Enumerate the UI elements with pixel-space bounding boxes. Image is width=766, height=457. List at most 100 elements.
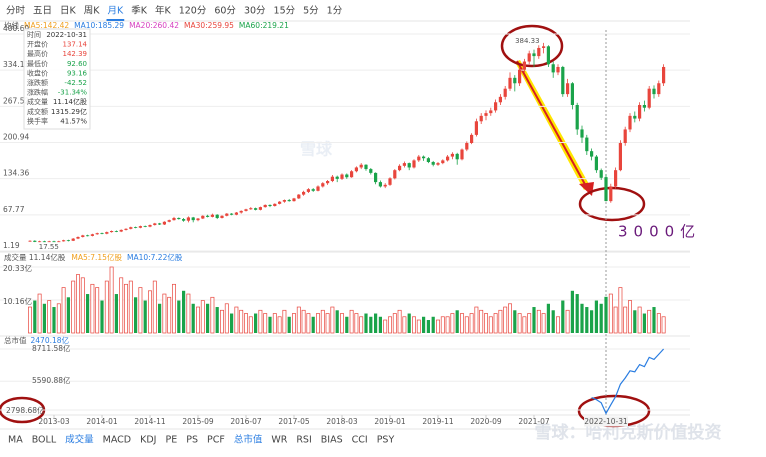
candle-body (647, 88, 651, 108)
volume-bar (272, 313, 277, 334)
candle-body (494, 102, 498, 111)
tooltip-label: 最高价 (27, 49, 48, 58)
indicator-tab[interactable]: MA (8, 435, 23, 446)
tooltip-value: 2022-10-31 (46, 31, 87, 39)
volume-bar (422, 316, 426, 333)
candle-body (186, 217, 190, 221)
volume-bar (618, 287, 623, 334)
volume-bar (172, 283, 176, 334)
volume-bar (661, 316, 666, 334)
indicator-tab[interactable]: CCI (352, 435, 368, 446)
volume-bar (340, 313, 344, 334)
candle-body (206, 215, 210, 217)
timeframe-tab[interactable]: 5分 (303, 6, 319, 17)
timeframe-tab[interactable]: 月K (108, 6, 125, 17)
y-tick-label: 334.11 (3, 60, 29, 69)
candle-body (446, 156, 450, 161)
candle-body (465, 143, 469, 150)
candle-body (340, 174, 344, 179)
y-tick-label: 400.69 (3, 24, 29, 33)
indicator-tab[interactable]: PCF (207, 435, 225, 446)
candle-body (138, 226, 142, 228)
volume-bar (522, 316, 527, 334)
volume-bar (628, 300, 632, 334)
candle-body (167, 220, 171, 222)
candle-body (201, 215, 205, 219)
candle-body (623, 129, 627, 144)
indicator-tab[interactable]: 成交量 (65, 434, 94, 446)
candle-body (345, 174, 349, 178)
timeframe-tab[interactable]: 年K (155, 5, 172, 17)
indicator-tab[interactable]: BOLL (32, 435, 57, 446)
candle-body (450, 153, 454, 157)
panel-title: 成交量 11.14亿股 (4, 252, 66, 262)
candle-body (590, 151, 594, 157)
candle-body (215, 214, 219, 218)
candle-body (105, 232, 109, 234)
volume-bar (162, 293, 167, 334)
candle-body (412, 160, 416, 168)
indicator-tab[interactable]: MACD (103, 435, 131, 446)
timeframe-tab[interactable]: 30分 (244, 6, 266, 17)
volume-bar (536, 309, 541, 334)
timeframe-tab[interactable]: 60分 (214, 6, 236, 17)
high-label: 384.33 (515, 37, 540, 45)
indicator-tab[interactable]: PSY (377, 435, 395, 446)
timeframe-tab[interactable]: 五日 (33, 6, 52, 17)
indicator-tab[interactable]: PS (186, 435, 198, 446)
candle-body (594, 156, 598, 171)
volume-bar (474, 306, 479, 334)
volume-bar (239, 309, 244, 334)
candle-body (474, 121, 478, 135)
indicator-tab[interactable]: BIAS (321, 435, 343, 446)
volume-bar (114, 294, 118, 333)
candle-body (321, 183, 325, 187)
indicator-tab[interactable]: 总市值 (234, 434, 263, 446)
tooltip-label: 成交额 (27, 107, 48, 116)
candle-body (566, 83, 570, 95)
volume-bar (440, 316, 445, 334)
timeframe-tab[interactable]: 分时 (6, 5, 26, 17)
volume-bar (349, 309, 354, 334)
indicator-tab[interactable]: PE (165, 435, 177, 446)
candle-body (158, 223, 162, 225)
timeframe-tab[interactable]: 120分 (179, 6, 207, 17)
candle-body (210, 214, 214, 217)
volume-bar (590, 310, 594, 333)
volume-bar (599, 303, 603, 333)
candle-body (402, 163, 406, 166)
volume-bar (167, 296, 172, 334)
candle-body (489, 110, 493, 114)
tooltip-value: 11.14亿股 (53, 97, 87, 106)
volume-bar (330, 306, 335, 334)
volume-bar (388, 316, 392, 334)
timeframe-tab[interactable]: 15分 (274, 6, 296, 17)
candle-body (172, 217, 176, 221)
timeframe-tab[interactable]: 日K (60, 6, 77, 17)
legend-item: MA5:7.15亿股 (71, 252, 122, 262)
indicator-tab[interactable]: KDJ (140, 435, 156, 446)
volume-bar (277, 316, 282, 334)
indicator-tab[interactable]: WR (271, 435, 287, 446)
y-tick-label: 5590.88亿 (32, 375, 71, 385)
legend-item: MA5:142.42 (24, 21, 69, 30)
candle-body (100, 233, 104, 234)
tooltip-value: 142.39 (63, 50, 88, 58)
timeframe-tab[interactable]: 季K (131, 5, 148, 17)
candle-body (234, 212, 238, 215)
timeframe-tab[interactable]: 周K (84, 6, 101, 17)
candle-body (378, 182, 382, 187)
legend-item: MA20:260.42 (129, 21, 179, 30)
candle-body (546, 46, 550, 65)
volume-bar (186, 293, 191, 334)
volume-bar (95, 287, 100, 334)
volume-bar (61, 287, 66, 334)
volume-bar (104, 280, 109, 334)
candle-body (316, 186, 320, 191)
indicator-tab[interactable]: RSI (296, 435, 311, 446)
tooltip-label: 最低价 (27, 59, 48, 68)
volume-bar (498, 309, 503, 334)
timeframe-tab[interactable]: 1分 (327, 6, 343, 17)
legend-item: MA10:7.22亿股 (127, 252, 183, 262)
panel-value: 2470.18亿 (31, 335, 70, 345)
